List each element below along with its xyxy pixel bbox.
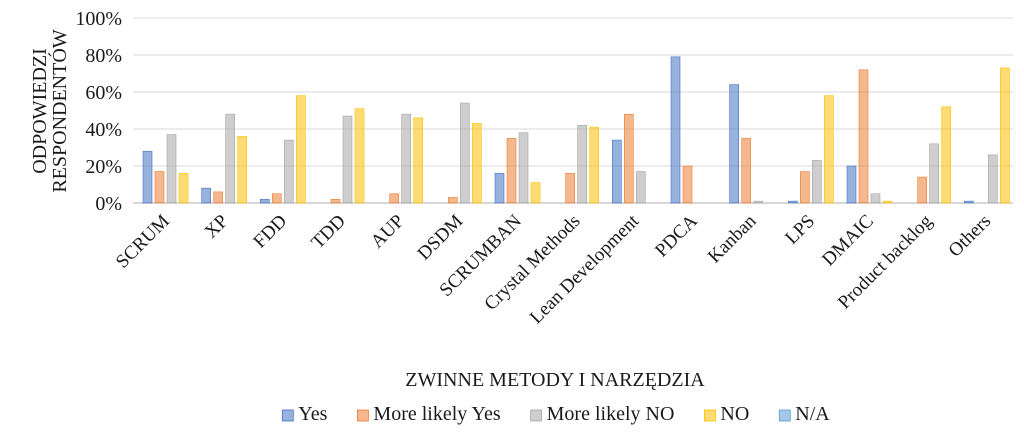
y-tick-label-80: 80% xyxy=(85,45,122,67)
bar-xp-more-likely-yes xyxy=(213,191,223,204)
legend-swatch-no xyxy=(704,409,716,422)
bar-scrum-yes xyxy=(142,150,153,204)
bar-lps-yes xyxy=(788,200,798,204)
bar-crystal-methods-more-likely-no xyxy=(577,125,587,204)
y-axis-title: ODPOWIEDZI RESPONDENTÓW xyxy=(29,29,71,192)
bar-scrumban-more-likely-no xyxy=(518,132,529,204)
bar-crystal-methods-more-likely-yes xyxy=(565,173,575,204)
legend-label-more-likely-yes: More likely Yes xyxy=(373,403,500,425)
bar-scrumban-yes xyxy=(494,173,505,204)
bar-lean-development-more-likely-no xyxy=(636,171,646,204)
bar-scrum-more-likely-no xyxy=(166,134,177,204)
bar-kanban-yes xyxy=(729,84,739,204)
y-axis-title-line-1: ODPOWIEDZI xyxy=(29,48,51,174)
legend-swatch-more-likely-yes xyxy=(357,409,369,422)
bar-xp-no xyxy=(237,136,247,204)
legend-item-more-likely-no: More likely NO xyxy=(530,403,675,425)
bar-fdd-no xyxy=(296,95,306,204)
bar-dmaic-more-likely-no xyxy=(870,193,881,204)
bar-fdd-more-likely-yes xyxy=(272,193,282,204)
bar-product-backlog-no xyxy=(941,106,951,204)
legend-label-no: NO xyxy=(720,403,749,425)
y-tick-label-0: 0% xyxy=(95,193,122,215)
legend-swatch-more-likely-no xyxy=(530,409,543,422)
bar-scrum-no xyxy=(178,173,189,204)
legend-item-more-likely-yes: More likely Yes xyxy=(357,403,501,425)
bar-aup-more-likely-no xyxy=(401,113,411,204)
bar-lps-more-likely-yes xyxy=(800,171,810,204)
bar-tdd-more-likely-yes xyxy=(330,199,341,204)
bar-kanban-more-likely-no xyxy=(753,200,763,204)
legend-swatch-yes xyxy=(281,409,294,422)
bar-aup-no xyxy=(413,117,423,204)
x-tick-label-scrum: SCRUM xyxy=(112,211,174,273)
bar-pdca-more-likely-yes xyxy=(682,165,693,204)
x-axis-title: ZWINNE METODY I NARZĘDZIA xyxy=(405,369,705,391)
bar-lps-no xyxy=(824,95,834,204)
x-tick-label-fdd: FDD xyxy=(249,211,291,253)
bar-dmaic-no xyxy=(882,200,893,204)
bars xyxy=(142,56,1010,204)
x-tick-label-dmaic: DMAIC xyxy=(818,211,878,271)
legend-label-n-a: N/A xyxy=(795,403,830,425)
y-tick-label-20: 20% xyxy=(85,156,122,178)
x-tick-label-dsdm: DSDM xyxy=(414,211,468,265)
legend: Yes More likely Yes More likely NO NO N/A xyxy=(281,403,830,425)
bar-product-backlog-more-likely-no xyxy=(929,143,939,204)
bar-dsdm-more-likely-no xyxy=(460,102,470,204)
bar-kanban-more-likely-yes xyxy=(741,137,751,204)
bar-dsdm-no xyxy=(472,123,482,204)
bar-aup-more-likely-yes xyxy=(389,193,399,204)
bar-dsdm-more-likely-yes xyxy=(448,197,458,204)
legend-label-yes: Yes xyxy=(298,403,327,425)
y-axis-ticks: 0% 20% 40% 60% 80% 100% xyxy=(75,8,122,215)
x-tick-label-aup: AUP xyxy=(367,211,409,253)
bar-lps-more-likely-no xyxy=(812,160,822,204)
bar-tdd-more-likely-no xyxy=(342,115,353,204)
x-tick-label-lean-development: Lean Development xyxy=(526,210,644,328)
legend-item-no: NO xyxy=(704,403,749,425)
bar-dmaic-yes xyxy=(846,165,857,204)
x-tick-label-xp: XP xyxy=(201,211,233,243)
bar-lean-development-yes xyxy=(612,139,622,204)
bar-crystal-methods-no xyxy=(589,126,599,204)
bar-others-more-likely-no xyxy=(988,154,998,204)
bar-fdd-more-likely-no xyxy=(284,139,294,204)
bar-others-yes xyxy=(964,200,974,204)
legend-label-more-likely-no: More likely NO xyxy=(547,403,675,425)
x-tick-label-lps: LPS xyxy=(781,211,819,249)
y-axis-title-line-2: RESPONDENTÓW xyxy=(47,29,71,192)
bar-scrum-more-likely-yes xyxy=(154,171,165,204)
y-tick-label-100: 100% xyxy=(75,8,122,30)
legend-swatch-n-a xyxy=(778,409,791,422)
bar-scrumban-more-likely-yes xyxy=(506,137,517,204)
x-tick-label-kanban: Kanban xyxy=(704,210,761,267)
bar-pdca-yes xyxy=(670,56,681,204)
bar-xp-more-likely-no xyxy=(225,113,235,204)
x-tick-label-tdd: TDD xyxy=(307,211,349,253)
bar-tdd-no xyxy=(354,108,365,204)
bar-xp-yes xyxy=(201,187,211,204)
y-tick-label-40: 40% xyxy=(85,119,122,141)
bar-scrumban-no xyxy=(530,182,541,204)
x-tick-label-others: Others xyxy=(945,211,996,262)
legend-item-n-a: N/A xyxy=(778,403,830,425)
legend-item-yes: Yes xyxy=(281,403,328,425)
bar-lean-development-more-likely-yes xyxy=(624,113,634,204)
x-tick-label-pdca: PDCA xyxy=(651,210,702,261)
bar-others-no xyxy=(1000,67,1010,204)
y-tick-label-60: 60% xyxy=(85,82,122,104)
bar-dmaic-more-likely-yes xyxy=(858,69,869,204)
bar-fdd-yes xyxy=(260,199,270,204)
bar-product-backlog-more-likely-yes xyxy=(917,176,927,204)
